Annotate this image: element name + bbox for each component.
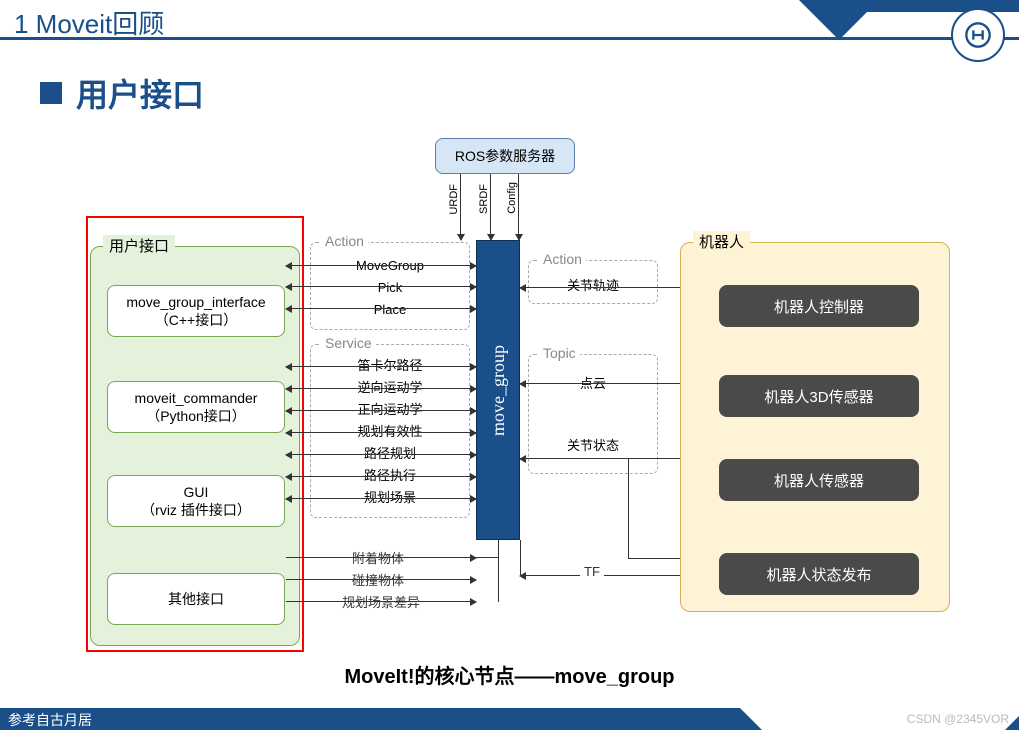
param-label: SRDF [478,184,490,214]
move-group-core: move_group [476,240,520,540]
core-label: move_group [488,345,509,436]
param-label: URDF [448,184,460,215]
user-box-gui: GUI （rviz 插件接口） [107,475,285,527]
connector [498,540,499,602]
box-line: （Python接口） [146,407,246,425]
connector [490,174,491,240]
tf-label: TF [580,564,604,579]
connector [286,557,476,558]
action-item: Pick [311,277,469,299]
footer-text: 参考自古月居 [0,708,740,730]
action-item: MoveGroup [311,255,469,277]
param-label: Config [506,182,518,214]
connector [286,265,476,266]
service-group: Service 笛卡尔路径 逆向运动学 正向运动学 规划有效性 路径规划 路径执… [310,344,470,518]
diagram-caption: MoveIt!的核心节点——move_group [0,660,1019,689]
slide-footer: 参考自古月居 CSDN @2345VOR [0,702,1019,730]
footer-decoration [740,708,762,730]
connector [286,476,476,477]
robot-controller-box: 机器人控制器 [719,285,919,327]
user-interface-panel: 用户接口 move_group_interface （C++接口） moveit… [90,246,300,646]
section-title: 用户接口 [40,70,1019,116]
topic-group: Topic 点云 关节状态 [528,354,658,474]
page-corner-icon [1005,716,1019,730]
box-line: moveit_commander [135,389,258,407]
robot-state-pub-box: 机器人状态发布 [719,553,919,595]
bullet-square-icon [40,82,62,104]
robot-3d-sensor-box: 机器人3D传感器 [719,375,919,417]
watermark: CSDN @2345VOR [907,712,1009,726]
connector [286,366,476,367]
robot-panel: 机器人 机器人控制器 机器人3D传感器 机器人传感器 机器人状态发布 [680,242,950,612]
robot-panel-title: 机器人 [693,231,750,252]
connector [286,432,476,433]
section-title-text: 用户接口 [76,70,204,116]
group-title: Action [321,233,368,249]
box-line: move_group_interface [126,293,265,311]
connector [628,458,629,558]
user-box-python: moveit_commander （Python接口） [107,381,285,433]
slide-header: 1 Moveit回顾 [0,0,1019,40]
connector [518,174,519,240]
robot-sensor-box: 机器人传感器 [719,459,919,501]
group-title: Topic [539,345,580,361]
group-title: Service [321,335,376,351]
action-item: Place [311,299,469,321]
connector [460,174,461,240]
group-title: Action [539,251,586,267]
user-box-cpp: move_group_interface （C++接口） [107,285,285,337]
user-panel-title: 用户接口 [103,235,175,256]
connector [476,557,498,558]
connector [286,286,476,287]
connector [520,540,521,576]
action-group-right: Action 关节轨迹 [528,260,658,304]
box-line: GUI [184,483,209,501]
connector [286,410,476,411]
connector [286,388,476,389]
connector [286,601,476,602]
box-line: （rviz 插件接口） [141,501,251,519]
user-box-other: 其他接口 [107,573,285,625]
connector [286,579,476,580]
box-line: 其他接口 [168,590,224,608]
university-logo [951,8,1005,62]
connector [286,454,476,455]
action-item: 关节轨迹 [529,275,657,297]
connector [286,308,476,309]
connector [286,498,476,499]
box-line: （C++接口） [155,311,237,329]
topic-item: 关节状态 [529,435,657,457]
architecture-diagram: ROS参数服务器 URDF SRDF Config 用户接口 move_grou… [90,130,960,650]
ros-param-server-box: ROS参数服务器 [435,138,575,174]
topic-item: 点云 [529,373,657,395]
